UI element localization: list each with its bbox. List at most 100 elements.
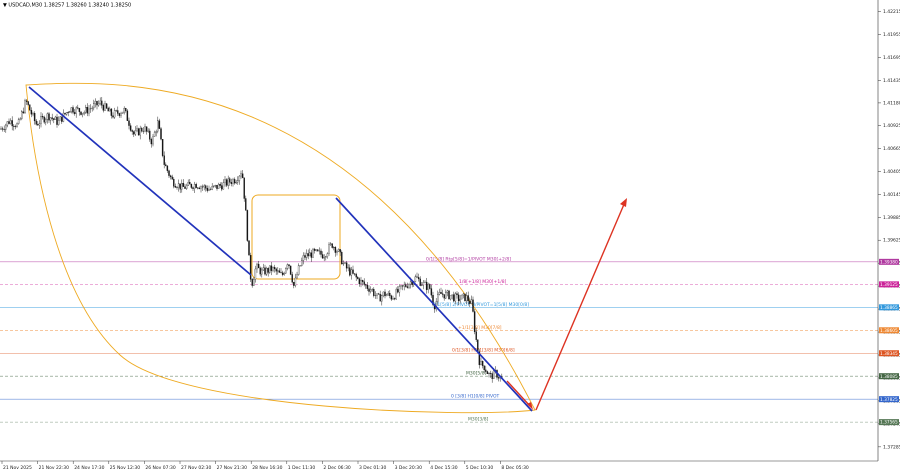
candle-body xyxy=(69,111,71,113)
candle-body xyxy=(224,179,226,183)
candle-body xyxy=(11,120,13,127)
candle-body xyxy=(480,360,482,366)
candle-body xyxy=(267,268,269,273)
candle-body xyxy=(310,252,313,258)
arc-pattern-shape[interactable] xyxy=(25,82,536,414)
candle-body xyxy=(393,298,396,300)
candle-body xyxy=(160,128,162,140)
price-tag-label: 1.38605 xyxy=(880,328,898,334)
candle-body xyxy=(241,173,244,178)
candle-body xyxy=(221,185,223,190)
candle-body xyxy=(91,107,93,109)
forecast-arrow-up[interactable] xyxy=(535,201,626,411)
candle-body xyxy=(54,116,57,120)
candle-body xyxy=(128,120,130,126)
candle-body xyxy=(56,116,58,125)
trendline-1[interactable] xyxy=(28,86,252,276)
candle-body xyxy=(379,294,381,302)
candle-body xyxy=(366,284,369,289)
candle-body xyxy=(46,113,49,120)
x-tick-label: 27 Nov 02:30 xyxy=(181,465,211,471)
candle-body xyxy=(190,183,193,188)
candle-body xyxy=(72,107,74,113)
candle-body xyxy=(41,116,44,118)
candle-body xyxy=(112,115,114,118)
candle-body xyxy=(457,294,460,302)
candle-body xyxy=(254,268,257,280)
candle-body xyxy=(48,113,50,121)
candle-body xyxy=(117,110,119,114)
candle-body xyxy=(336,251,338,253)
candle-body xyxy=(152,136,154,145)
candle-body xyxy=(470,299,473,304)
candle-body xyxy=(168,170,170,176)
candle-body xyxy=(158,120,161,129)
candle-body xyxy=(59,116,61,121)
candle-body xyxy=(150,139,153,145)
price-tags: 1.39380 1.39125 1.38865 1.38605 1.38345 1.380… xyxy=(879,258,899,426)
level-label: 0 [3/8] H1[0/8] PIVOT xyxy=(451,394,499,400)
price-tag-label: 1.38085 xyxy=(880,374,898,380)
candle-body xyxy=(355,274,357,278)
candle-body xyxy=(405,284,407,287)
candle-body xyxy=(371,289,373,291)
candle-body xyxy=(89,108,92,110)
candle-body xyxy=(331,243,333,248)
candle-body xyxy=(438,292,441,295)
candle-body xyxy=(86,107,89,114)
candle-body xyxy=(121,111,124,114)
x-tick-label: 3 Dec 20:30 xyxy=(395,465,423,471)
y-tick-label: 1.40145 xyxy=(883,192,900,198)
candle-body xyxy=(133,131,135,135)
price-tag xyxy=(879,327,899,334)
candle-body xyxy=(230,182,233,184)
candle-body xyxy=(88,108,90,114)
candle-body xyxy=(397,289,399,293)
level-label: 0/1[5/8] Rtp[5/8]=1/PIVOT M30[+2/8] xyxy=(426,256,511,262)
candle-body xyxy=(97,103,100,106)
candle-body xyxy=(233,179,236,184)
candle-body xyxy=(248,240,250,256)
candle-body xyxy=(429,284,431,289)
candle-body xyxy=(5,124,7,130)
candle-body xyxy=(195,184,197,188)
price-tag xyxy=(879,304,899,311)
candle-body xyxy=(173,179,175,187)
price-tag-label: 1.37825 xyxy=(880,397,898,403)
candle-body xyxy=(272,267,274,271)
candle-body xyxy=(446,290,449,293)
trendline-2[interactable] xyxy=(335,197,533,412)
candle-body xyxy=(217,184,220,189)
candle-body xyxy=(398,286,401,293)
candle-body xyxy=(376,293,378,296)
candle-body xyxy=(472,299,474,312)
y-tick-label: 1.40665 xyxy=(883,146,900,152)
y-tick-label: 1.37285 xyxy=(883,444,900,450)
candle-body xyxy=(184,186,186,189)
price-tag-label: 1.38345 xyxy=(880,351,898,357)
candle-body xyxy=(392,298,394,300)
forecast-segment-down[interactable] xyxy=(506,380,531,407)
candle-body xyxy=(264,267,266,275)
candle-body xyxy=(125,108,127,112)
candle-body xyxy=(96,100,98,106)
candle-body xyxy=(342,263,345,265)
candle-body xyxy=(395,289,397,300)
candle-body xyxy=(251,279,253,286)
candle-body xyxy=(257,263,260,269)
candle-body xyxy=(245,198,247,211)
candle-body xyxy=(419,278,421,286)
candle-body xyxy=(81,112,84,115)
candle-body xyxy=(75,107,77,114)
candle-body xyxy=(307,253,309,257)
candle-body xyxy=(339,249,341,253)
candle-body xyxy=(491,373,493,379)
candle-body xyxy=(401,285,404,287)
candle-body xyxy=(453,294,455,302)
candle-body xyxy=(25,100,28,102)
candle-body xyxy=(278,270,281,273)
candle-body xyxy=(301,260,303,266)
candle-body xyxy=(181,183,183,190)
candle-body xyxy=(478,351,481,366)
